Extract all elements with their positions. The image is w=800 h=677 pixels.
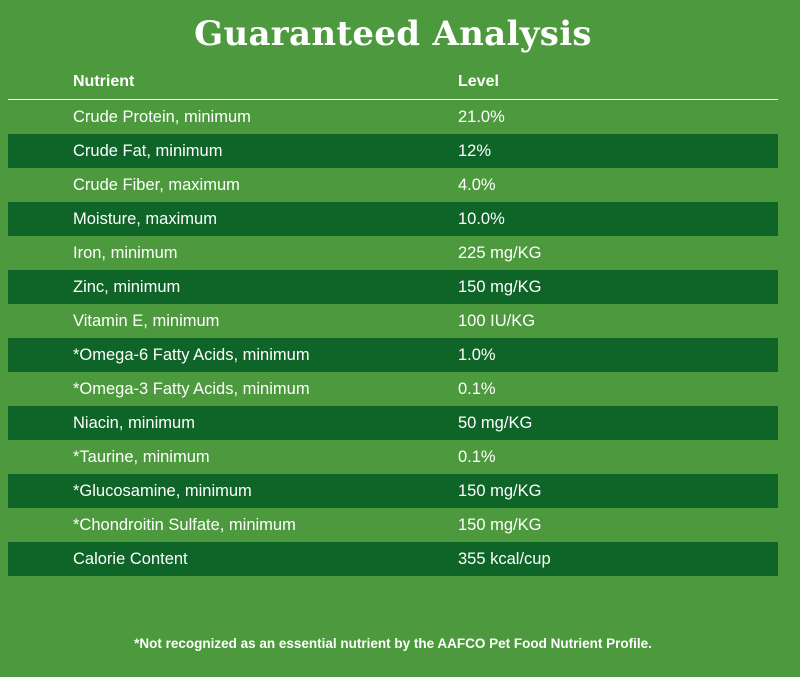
column-header-nutrient: Nutrient bbox=[73, 73, 135, 90]
nutrient-cell: Vitamin E, minimum bbox=[73, 312, 220, 330]
table-row: Crude Protein, minimum 21.0% bbox=[8, 100, 778, 134]
level-cell: 50 mg/KG bbox=[458, 414, 533, 432]
footnote: *Not recognized as an essential nutrient… bbox=[134, 636, 652, 651]
level-cell: 355 kcal/cup bbox=[458, 550, 551, 568]
nutrient-cell: *Taurine, minimum bbox=[73, 448, 210, 466]
table-row: *Glucosamine, minimum 150 mg/KG bbox=[8, 474, 778, 508]
table-row: Zinc, minimum 150 mg/KG bbox=[8, 270, 778, 304]
table-row: Niacin, minimum 50 mg/KG bbox=[8, 406, 778, 440]
nutrient-cell: Iron, minimum bbox=[73, 244, 178, 262]
table-row: Moisture, maximum 10.0% bbox=[8, 202, 778, 236]
level-cell: 12% bbox=[458, 142, 492, 160]
level-cell: 150 mg/KG bbox=[458, 516, 542, 534]
level-cell: 150 mg/KG bbox=[458, 278, 542, 296]
level-cell: 0.1% bbox=[458, 448, 496, 466]
nutrient-cell: Crude Fiber, maximum bbox=[73, 176, 240, 194]
level-cell: 150 mg/KG bbox=[458, 482, 542, 500]
nutrient-cell: Crude Fat, minimum bbox=[73, 142, 223, 160]
table-row: Vitamin E, minimum 100 IU/KG bbox=[8, 304, 778, 338]
table-row: *Omega-3 Fatty Acids, minimum 0.1% bbox=[8, 372, 778, 406]
nutrient-cell: *Chondroitin Sulfate, minimum bbox=[73, 516, 296, 534]
table-row: Iron, minimum 225 mg/KG bbox=[8, 236, 778, 270]
table-row: Crude Fiber, maximum 4.0% bbox=[8, 168, 778, 202]
nutrient-cell: Moisture, maximum bbox=[73, 210, 217, 228]
level-cell: 225 mg/KG bbox=[458, 244, 542, 262]
table-row: *Omega-6 Fatty Acids, minimum 1.0% bbox=[8, 338, 778, 372]
level-cell: 10.0% bbox=[458, 210, 505, 228]
table-row: *Taurine, minimum 0.1% bbox=[8, 440, 778, 474]
nutrient-cell: Calorie Content bbox=[73, 550, 188, 568]
nutrient-cell: *Glucosamine, minimum bbox=[73, 482, 252, 500]
level-cell: 4.0% bbox=[458, 176, 496, 194]
table-row: Crude Fat, minimum 12% bbox=[8, 134, 778, 168]
table-row: *Chondroitin Sulfate, minimum 150 mg/KG bbox=[8, 508, 778, 542]
table-header-row: Nutrient Level bbox=[8, 66, 778, 100]
nutrient-cell: Crude Protein, minimum bbox=[73, 108, 251, 126]
level-cell: 0.1% bbox=[458, 380, 496, 398]
level-cell: 100 IU/KG bbox=[458, 312, 536, 330]
nutrient-cell: Niacin, minimum bbox=[73, 414, 195, 432]
guaranteed-analysis-table: Nutrient Level Crude Protein, minimum 21… bbox=[8, 66, 778, 576]
level-cell: 21.0% bbox=[458, 108, 505, 126]
column-header-level: Level bbox=[458, 73, 499, 90]
nutrient-cell: *Omega-6 Fatty Acids, minimum bbox=[73, 346, 310, 364]
level-cell: 1.0% bbox=[458, 346, 496, 364]
nutrient-cell: Zinc, minimum bbox=[73, 278, 181, 296]
nutrient-cell: *Omega-3 Fatty Acids, minimum bbox=[73, 380, 310, 398]
table-row: Calorie Content 355 kcal/cup bbox=[8, 542, 778, 576]
page-title: Guaranteed Analysis bbox=[194, 14, 592, 54]
